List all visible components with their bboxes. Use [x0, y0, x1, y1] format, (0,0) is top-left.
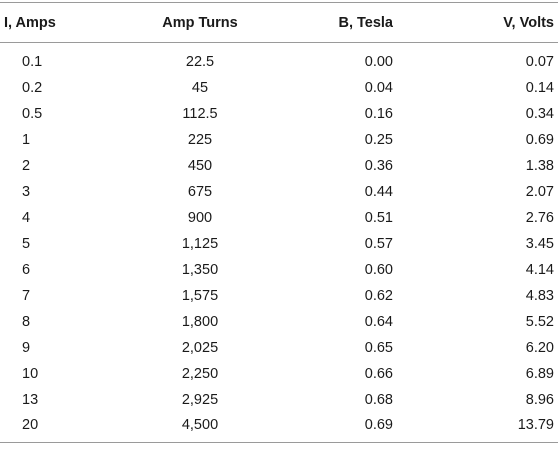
table-row: 4 900 0.51 2.76: [0, 205, 558, 231]
header-voltage: V, Volts: [419, 2, 558, 43]
table-header-row: I, Amps Amp Turns B, Tesla V, Volts: [0, 2, 558, 43]
table-row: 3 675 0.44 2.07: [0, 179, 558, 205]
cell-flux-density: 0.62: [364, 287, 393, 304]
cell-voltage: 13.79: [419, 412, 558, 443]
cell-current: 0.1: [22, 53, 43, 70]
cell-current: 9: [22, 339, 31, 356]
cell-current: 6: [22, 261, 31, 278]
table-row: 0.5 112.5 0.16 0.34: [0, 101, 558, 127]
cell-amp-turns: 4,500: [100, 412, 280, 443]
table-row: 0.2 45 0.04 0.14: [0, 75, 558, 101]
cell-current: 0.2: [22, 79, 43, 96]
cell-voltage: 4.14: [525, 261, 554, 278]
table-row: 6 1,350 0.60 4.14: [0, 257, 558, 283]
cell-current: 0.5: [22, 105, 43, 122]
cell-voltage: 2.76: [525, 209, 554, 226]
cell-amp-turns: 112.5: [182, 105, 218, 122]
cell-amp-turns: 1,125: [181, 235, 219, 252]
cell-amp-turns: 2,925: [181, 391, 219, 408]
table-row: 13 2,925 0.68 8.96: [0, 387, 558, 413]
cell-voltage: 1.38: [525, 157, 554, 174]
cell-flux-density: 0.04: [364, 79, 393, 96]
cell-flux-density: 0.16: [364, 105, 393, 122]
cell-amp-turns: 2,250: [181, 365, 219, 382]
cell-voltage: 0.69: [525, 131, 554, 148]
cell-amp-turns: 450: [187, 157, 213, 174]
cell-current: 5: [22, 235, 31, 252]
table-body: 0.1 22.5 0.00 0.07 0.2 45 0.04 0.14 0.5 112.5 0.16…: [0, 43, 558, 443]
cell-flux-density: 0.68: [364, 391, 393, 408]
header-current: I, Amps: [0, 2, 100, 43]
cell-voltage: 8.96: [525, 391, 554, 408]
cell-current: 8: [22, 313, 31, 330]
cell-voltage: 2.07: [525, 183, 554, 200]
cell-amp-turns: 1,575: [181, 287, 219, 304]
header-amp-turns: Amp Turns: [100, 2, 280, 43]
cell-current: 20: [0, 412, 100, 443]
table-row: 10 2,250 0.66 6.89: [0, 361, 558, 387]
cell-flux-density: 0.65: [364, 339, 393, 356]
cell-amp-turns: 1,800: [181, 313, 219, 330]
data-table: I, Amps Amp Turns B, Tesla V, Volts 0.1 2…: [0, 2, 558, 443]
cell-flux-density: 0.00: [364, 53, 393, 70]
cell-amp-turns: 225: [187, 131, 213, 148]
cell-current: 10: [22, 365, 39, 382]
cell-voltage: 4.83: [525, 287, 554, 304]
cell-current: 4: [22, 209, 31, 226]
cell-flux-density: 0.66: [364, 365, 393, 382]
table-row: 1 225 0.25 0.69: [0, 127, 558, 153]
cell-flux-density: 0.60: [364, 261, 393, 278]
cell-voltage: 0.34: [525, 105, 554, 122]
cell-amp-turns: 675: [187, 183, 213, 200]
cell-voltage: 0.14: [525, 79, 554, 96]
table-row: 7 1,575 0.62 4.83: [0, 283, 558, 309]
cell-current: 3: [22, 183, 31, 200]
cell-current: 13: [22, 391, 39, 408]
cell-flux-density: 0.44: [364, 183, 393, 200]
cell-amp-turns: 45: [191, 79, 209, 96]
cell-flux-density: 0.64: [364, 313, 393, 330]
table-row: 20 4,500 0.69 13.79: [0, 412, 558, 443]
cell-flux-density: 0.51: [364, 209, 393, 226]
cell-voltage: 6.20: [525, 339, 554, 356]
cell-amp-turns: 900: [187, 209, 213, 226]
table-row: 8 1,800 0.64 5.52: [0, 309, 558, 335]
table-row: 0.1 22.5 0.00 0.07: [0, 43, 558, 75]
cell-voltage: 0.07: [525, 53, 554, 70]
cell-voltage: 6.89: [525, 365, 554, 382]
cell-flux-density: 0.57: [364, 235, 393, 252]
table-row: 2 450 0.36 1.38: [0, 153, 558, 179]
cell-flux-density: 0.69: [280, 412, 419, 443]
cell-voltage: 3.45: [525, 235, 554, 252]
cell-current: 2: [22, 157, 31, 174]
cell-amp-turns: 22.5: [185, 53, 215, 70]
cell-current: 1: [22, 131, 31, 148]
cell-amp-turns: 1,350: [181, 261, 219, 278]
cell-flux-density: 0.25: [364, 131, 393, 148]
cell-current: 7: [22, 287, 31, 304]
cell-flux-density: 0.36: [364, 157, 393, 174]
header-flux-density: B, Tesla: [280, 2, 419, 43]
cell-voltage: 5.52: [525, 313, 554, 330]
table-row: 5 1,125 0.57 3.45: [0, 231, 558, 257]
table-row: 9 2,025 0.65 6.20: [0, 335, 558, 361]
cell-amp-turns: 2,025: [181, 339, 219, 356]
